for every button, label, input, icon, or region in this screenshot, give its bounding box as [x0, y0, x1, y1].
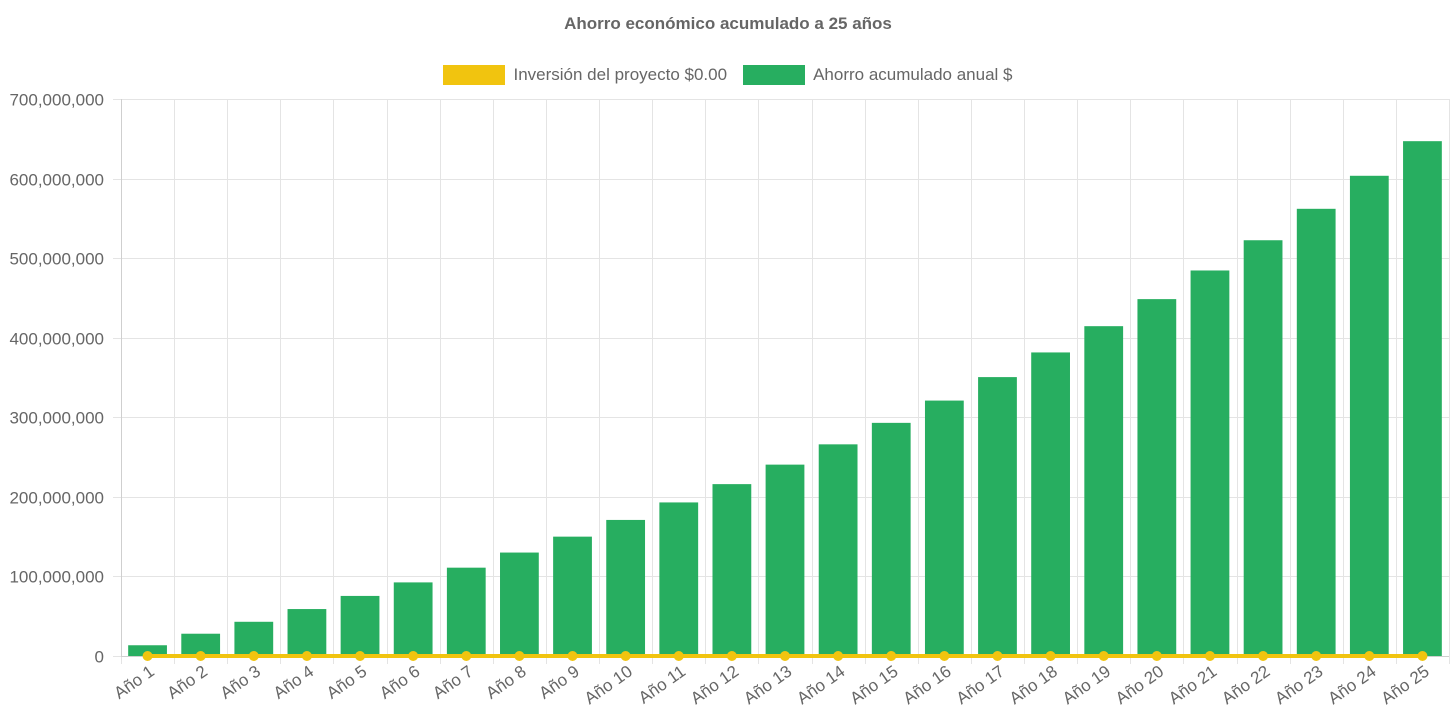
x-tick-label: Año 1	[111, 662, 158, 703]
bar	[606, 519, 646, 656]
x-tick-label: Año 5	[323, 662, 370, 703]
x-tick-label: Año 25	[1378, 662, 1433, 708]
bar	[446, 567, 486, 656]
line-point	[567, 651, 578, 661]
x-tick-label: Año 9	[536, 662, 583, 703]
line-point	[673, 651, 684, 661]
x-tick-label: Año 11	[635, 662, 689, 708]
x-tick-label: Año 15	[846, 662, 901, 708]
line-point	[939, 651, 950, 661]
y-tick-label: 100,000,000	[9, 568, 104, 587]
bar	[234, 621, 274, 656]
line-point	[1204, 651, 1215, 661]
x-tick-label: Año 6	[376, 662, 423, 703]
y-tick-label: 700,000,000	[9, 91, 104, 110]
x-tick-label: Año 23	[1271, 662, 1326, 708]
bar	[1403, 141, 1442, 656]
x-tick-label: Año 10	[581, 662, 636, 708]
bar	[1243, 240, 1283, 656]
x-tick-label: Año 19	[1059, 662, 1114, 708]
bar	[393, 582, 433, 656]
bar	[818, 444, 858, 656]
line-point	[408, 651, 419, 661]
bar	[553, 536, 592, 656]
x-tick-label: Año 3	[217, 662, 264, 703]
line-point	[1151, 651, 1162, 661]
x-tick-label: Año 4	[270, 662, 317, 703]
legend-swatch-inversion	[443, 65, 506, 85]
line-point	[1311, 651, 1322, 661]
y-tick-label: 400,000,000	[9, 330, 104, 349]
line-point	[1098, 651, 1109, 661]
line-point	[142, 651, 153, 661]
x-tick-label: Año 8	[482, 662, 529, 703]
line-point	[1364, 651, 1375, 661]
bar	[1296, 208, 1336, 656]
x-tick-label: Año 21	[1165, 662, 1220, 708]
y-tick-label: 600,000,000	[9, 171, 104, 190]
legend: Inversión del proyecto $0.00 Ahorro acum…	[0, 62, 1456, 88]
line-point	[886, 651, 897, 661]
bar	[128, 645, 167, 656]
bar	[340, 595, 380, 656]
x-tick-label: Año 14	[793, 662, 848, 708]
x-tick-label: Año 17	[953, 662, 1008, 708]
line-point	[1045, 651, 1056, 661]
bar	[1349, 175, 1389, 656]
x-tick-label: Año 13	[740, 662, 795, 708]
bar	[659, 502, 699, 656]
legend-item-ahorro[interactable]: Ahorro acumulado anual $	[743, 65, 1013, 85]
bar	[181, 633, 221, 656]
x-tick-label: Año 18	[1006, 662, 1061, 708]
bar	[287, 609, 327, 656]
bar	[978, 377, 1017, 656]
x-tick-label: Año 2	[164, 662, 211, 703]
line-point	[301, 651, 312, 661]
y-tick-label: 0	[95, 648, 104, 667]
line-point	[992, 651, 1003, 661]
line-point	[355, 651, 366, 661]
bar	[924, 400, 964, 656]
legend-item-inversion[interactable]: Inversión del proyecto $0.00	[443, 65, 727, 85]
line-point	[248, 651, 259, 661]
line-point	[780, 651, 790, 661]
bar	[1190, 270, 1230, 656]
y-tick-label: 200,000,000	[9, 489, 104, 508]
bar	[765, 464, 805, 656]
x-tick-label: Año 16	[900, 662, 955, 708]
bar	[1031, 352, 1070, 656]
chart-title: Ahorro económico acumulado a 25 años	[564, 14, 892, 33]
line-point	[195, 651, 206, 661]
bar	[1137, 299, 1177, 656]
line-point	[620, 651, 631, 661]
x-tick-label: Año 20	[1112, 662, 1167, 708]
line-point	[1258, 651, 1269, 661]
line-point	[461, 651, 472, 661]
line-point	[514, 651, 525, 661]
x-tick-label: Año 22	[1218, 662, 1273, 708]
line-point	[726, 651, 737, 661]
bar	[871, 422, 911, 656]
bar	[500, 552, 539, 656]
legend-label-inversion: Inversión del proyecto $0.00	[513, 65, 728, 84]
line-point	[833, 651, 844, 661]
bar	[1084, 326, 1124, 656]
x-tick-label: Año 12	[687, 662, 742, 708]
x-tick-label: Año 24	[1325, 662, 1380, 708]
legend-swatch-ahorro	[743, 65, 806, 85]
y-tick-label: 300,000,000	[9, 409, 104, 428]
line-point	[1417, 651, 1428, 661]
x-tick-label: Año 7	[429, 662, 476, 703]
y-tick-label: 500,000,000	[9, 250, 104, 269]
legend-label-ahorro: Ahorro acumulado anual $	[813, 65, 1013, 84]
bar	[712, 484, 752, 656]
